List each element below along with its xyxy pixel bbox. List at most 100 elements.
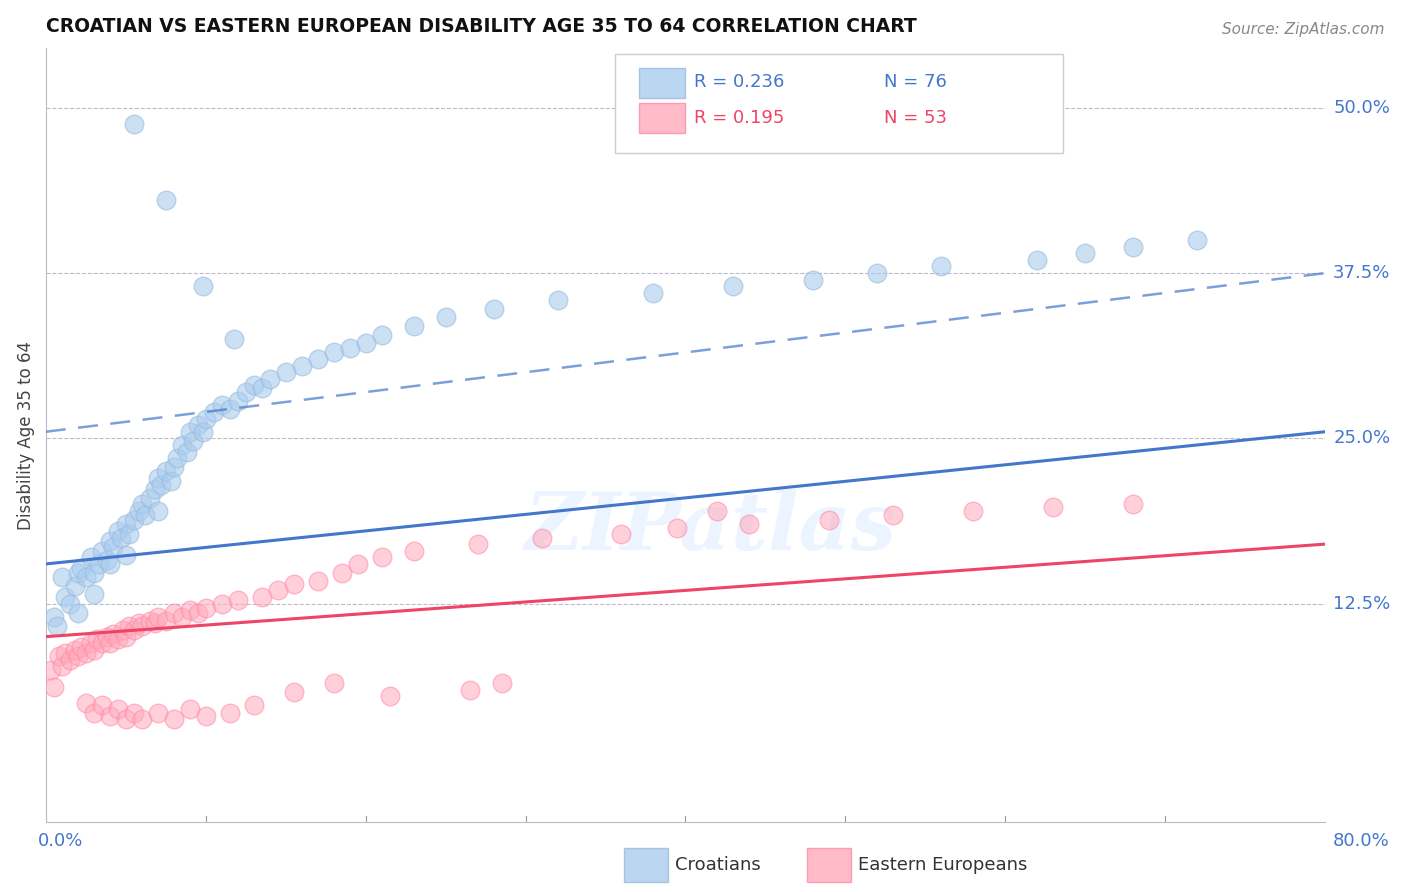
Point	[194, 411, 217, 425]
Text: N = 76: N = 76	[884, 73, 946, 91]
Point	[818, 513, 841, 527]
Point	[1026, 252, 1049, 267]
Point	[42, 680, 65, 694]
Point	[146, 471, 169, 485]
Point	[79, 550, 101, 565]
Point	[101, 540, 124, 554]
Text: Croatians: Croatians	[675, 856, 761, 874]
Point	[1122, 240, 1144, 254]
Point	[962, 504, 984, 518]
Text: R = 0.195: R = 0.195	[695, 109, 785, 127]
Point	[159, 474, 181, 488]
Point	[75, 696, 97, 710]
Point	[283, 576, 305, 591]
Point	[48, 649, 70, 664]
Point	[530, 531, 553, 545]
Point	[114, 548, 136, 562]
Point	[402, 318, 425, 333]
Point	[122, 513, 145, 527]
Point	[354, 336, 377, 351]
Point	[666, 521, 689, 535]
Point	[547, 293, 569, 307]
Point	[643, 285, 665, 300]
Point	[291, 359, 314, 373]
Point	[882, 508, 904, 522]
Point	[59, 653, 82, 667]
Point	[218, 402, 240, 417]
Point	[98, 709, 121, 723]
Point	[370, 328, 392, 343]
Text: Source: ZipAtlas.com: Source: ZipAtlas.com	[1222, 22, 1385, 37]
Point	[242, 378, 264, 392]
Point	[131, 498, 153, 512]
Point	[194, 709, 217, 723]
Point	[187, 418, 209, 433]
Point	[1042, 500, 1064, 514]
Point	[143, 616, 166, 631]
Point	[191, 425, 214, 439]
Point	[131, 712, 153, 726]
FancyBboxPatch shape	[807, 848, 851, 882]
Point	[402, 543, 425, 558]
Point	[59, 597, 82, 611]
Text: 0.0%: 0.0%	[38, 832, 83, 850]
Point	[90, 636, 112, 650]
Point	[114, 517, 136, 532]
Point	[83, 706, 105, 721]
Point	[170, 610, 193, 624]
Point	[259, 372, 281, 386]
Point	[163, 712, 186, 726]
Point	[224, 332, 246, 346]
Point	[118, 619, 141, 633]
Point	[339, 342, 361, 356]
Point	[66, 649, 89, 664]
Point	[66, 606, 89, 620]
Point	[96, 553, 118, 567]
Point	[63, 579, 86, 593]
Point	[179, 425, 201, 439]
Point	[98, 557, 121, 571]
Point	[211, 597, 233, 611]
Point	[706, 504, 728, 518]
Point	[138, 491, 160, 505]
Point	[163, 460, 186, 475]
Point	[98, 636, 121, 650]
Point	[330, 566, 353, 581]
Point	[107, 632, 129, 647]
Point	[226, 592, 249, 607]
Point	[242, 698, 264, 713]
Point	[90, 698, 112, 713]
Point	[155, 614, 177, 628]
Point	[1122, 498, 1144, 512]
Point	[118, 526, 141, 541]
Point	[90, 543, 112, 558]
Point	[101, 627, 124, 641]
Text: R = 0.236: R = 0.236	[695, 73, 785, 91]
Point	[75, 646, 97, 660]
Point	[610, 526, 633, 541]
Point	[738, 517, 761, 532]
Point	[83, 587, 105, 601]
Point	[723, 279, 745, 293]
Point	[235, 385, 257, 400]
Point	[194, 600, 217, 615]
Point	[114, 630, 136, 644]
Point	[134, 508, 156, 522]
Point	[66, 566, 89, 581]
Point	[96, 630, 118, 644]
Point	[346, 557, 368, 571]
Point	[51, 658, 73, 673]
Point	[131, 619, 153, 633]
Point	[283, 685, 305, 699]
Point	[170, 438, 193, 452]
Point	[218, 706, 240, 721]
Point	[191, 279, 214, 293]
Point	[146, 706, 169, 721]
Point	[107, 702, 129, 716]
Point	[79, 636, 101, 650]
FancyBboxPatch shape	[624, 848, 668, 882]
Point	[138, 614, 160, 628]
Point	[98, 534, 121, 549]
Point	[179, 603, 201, 617]
Point	[181, 434, 204, 448]
